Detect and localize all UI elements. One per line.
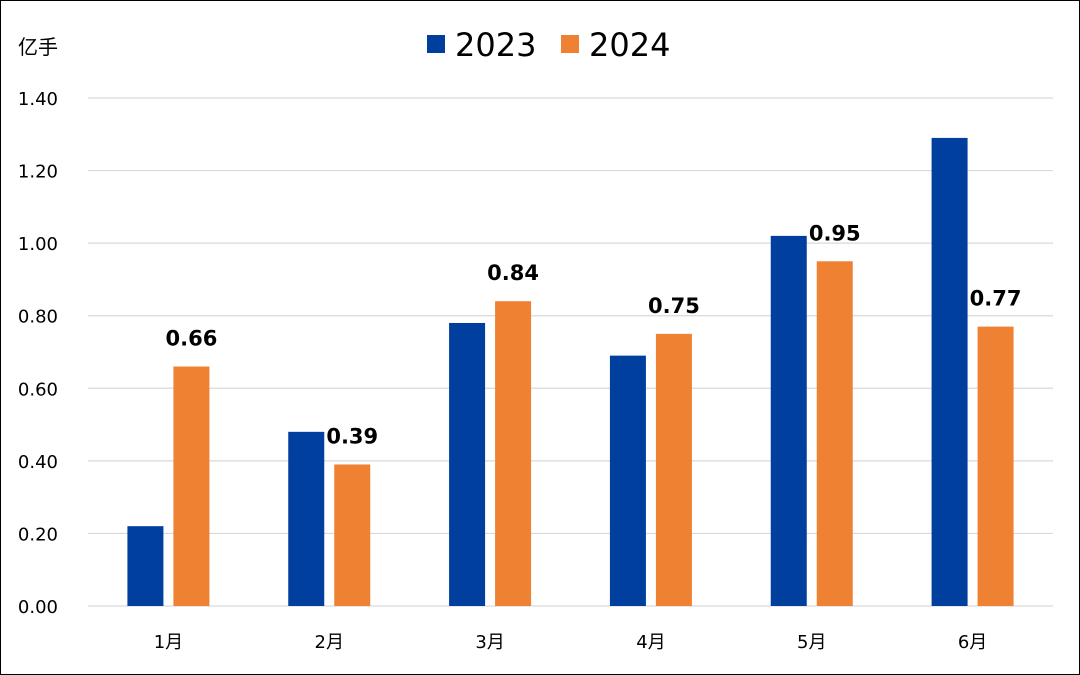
y-tick-label: 0.40 <box>18 452 58 473</box>
y-axis-ticks: 0.00 0.20 0.40 0.60 0.80 1.00 1.20 1.40 <box>18 89 58 618</box>
x-tick-label: 1月 <box>154 632 183 653</box>
data-label-2024-2: 0.39 <box>326 424 378 448</box>
legend-swatch-2024 <box>561 35 579 53</box>
gridlines <box>88 97 1053 607</box>
legend-label-2023: 2023 <box>455 26 536 64</box>
y-tick-label: 1.40 <box>18 89 58 110</box>
x-tick-label: 2月 <box>315 632 344 653</box>
y-unit-label: 亿手 <box>18 35 58 59</box>
x-tick-label: 4月 <box>636 632 665 653</box>
data-label-2024-1: 0.66 <box>166 327 218 351</box>
data-label-2024-5: 0.95 <box>809 221 861 245</box>
data-label-2024-6: 0.77 <box>970 287 1022 311</box>
x-tick-label: 3月 <box>475 632 504 653</box>
bar-2024-6 <box>977 326 1014 606</box>
data-label-2024-4: 0.75 <box>648 294 700 318</box>
x-tick-label: 6月 <box>958 632 987 653</box>
y-tick-label: 1.20 <box>18 162 58 183</box>
legend: 2023 2024 <box>427 26 670 64</box>
y-tick-label: 0.00 <box>18 597 58 618</box>
legend-swatch-2023 <box>427 35 445 53</box>
y-tick-label: 0.20 <box>18 524 58 545</box>
bar-2024-1 <box>173 366 210 606</box>
bar-2023-6 <box>931 137 968 606</box>
bar-2024-2 <box>334 464 371 606</box>
bar-2024-3 <box>495 301 532 606</box>
bars <box>127 137 1014 606</box>
y-tick-label: 0.60 <box>18 379 58 400</box>
bar-2023-2 <box>288 431 325 606</box>
y-tick-label: 0.80 <box>18 307 58 328</box>
bar-2023-3 <box>449 322 486 606</box>
x-axis-ticks: 1月 2月 3月 4月 5月 6月 <box>154 632 988 653</box>
bar-2023-4 <box>609 355 646 606</box>
y-tick-label: 1.00 <box>18 234 58 255</box>
data-labels: 0.66 0.39 0.84 0.75 0.95 0.77 <box>166 221 1022 448</box>
bar-2024-5 <box>816 261 853 606</box>
bar-2023-1 <box>127 526 164 606</box>
x-tick-label: 5月 <box>797 632 826 653</box>
bar-2024-4 <box>655 333 692 606</box>
legend-label-2024: 2024 <box>589 26 670 64</box>
bar-2023-5 <box>770 235 807 606</box>
data-label-2024-3: 0.84 <box>487 261 539 285</box>
